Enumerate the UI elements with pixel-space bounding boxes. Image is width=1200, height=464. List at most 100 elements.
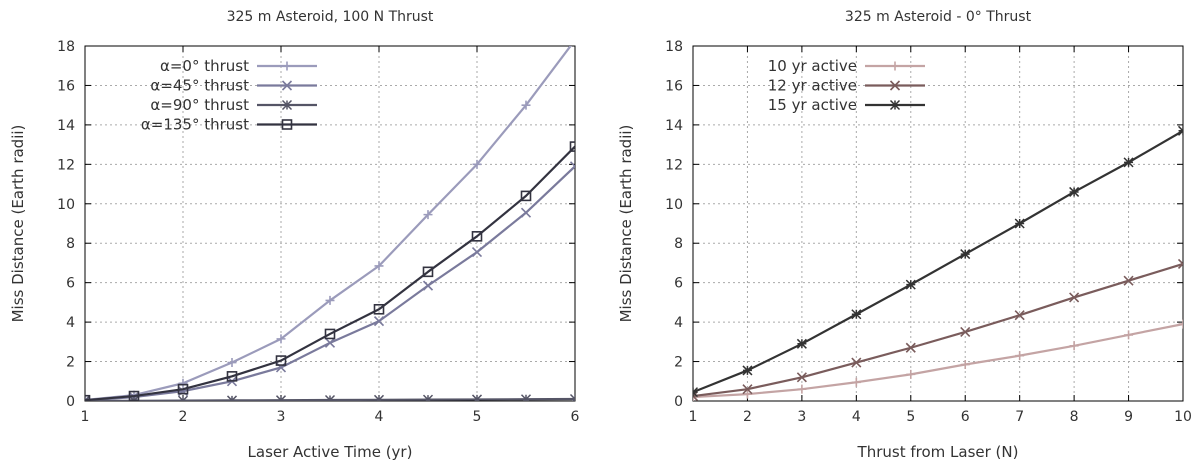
x-tick-label: 4 xyxy=(852,409,861,425)
x-tick-label: 2 xyxy=(743,409,752,425)
y-tick-label: 16 xyxy=(57,78,75,94)
data-point xyxy=(226,395,238,401)
data-point xyxy=(569,393,575,401)
data-point xyxy=(796,372,807,383)
data-point xyxy=(693,391,699,401)
x-tick-label: 8 xyxy=(1070,409,1079,425)
legend-label: α=90° thrust xyxy=(150,96,249,114)
y-axis-label: Miss Distance (Earth radii) xyxy=(9,125,27,323)
legend-marker xyxy=(889,99,901,111)
data-point xyxy=(324,394,336,401)
y-tick-label: 4 xyxy=(674,315,683,331)
y-tick-label: 12 xyxy=(57,157,75,173)
data-point xyxy=(960,360,970,370)
data-point xyxy=(1015,351,1025,361)
y-tick-label: 8 xyxy=(66,236,75,252)
legend-marker xyxy=(889,80,901,91)
y-tick-label: 6 xyxy=(674,276,683,292)
y-tick-label: 18 xyxy=(665,39,683,55)
data-point xyxy=(1069,186,1080,197)
data-point xyxy=(520,190,532,202)
x-axis-label: Thrust from Laser (N) xyxy=(857,443,1019,461)
data-point xyxy=(373,303,385,315)
data-point xyxy=(742,384,753,395)
data-point xyxy=(1177,258,1183,269)
data-point xyxy=(1124,330,1134,340)
x-tick-label: 9 xyxy=(1124,409,1133,425)
data-point xyxy=(226,371,238,382)
plot-area xyxy=(693,125,1183,401)
legend-marker xyxy=(282,61,292,71)
data-point xyxy=(1177,125,1183,136)
legend-label: α=135° thrust xyxy=(141,116,249,134)
data-point xyxy=(177,383,189,395)
y-tick-label: 14 xyxy=(57,118,75,134)
data-point xyxy=(960,249,971,260)
data-point xyxy=(471,247,483,258)
x-axis-label: Laser Active Time (yr) xyxy=(248,443,413,461)
y-tick-label: 2 xyxy=(66,355,75,371)
y-tick-label: 10 xyxy=(57,197,75,213)
data-point xyxy=(373,394,385,401)
data-point xyxy=(797,384,807,394)
data-point xyxy=(422,280,434,291)
y-tick-label: 6 xyxy=(66,276,75,292)
y-tick-label: 18 xyxy=(57,39,75,55)
data-point xyxy=(275,395,287,401)
data-point xyxy=(1178,319,1183,329)
data-point xyxy=(569,141,575,152)
x-tick-label: 6 xyxy=(571,409,580,425)
data-point xyxy=(851,377,861,387)
data-point xyxy=(374,261,384,271)
y-tick-label: 2 xyxy=(674,355,683,371)
y-tick-label: 12 xyxy=(665,157,683,173)
legend-label: 12 yr active xyxy=(768,77,857,95)
legend-label: α=0° thrust xyxy=(160,57,249,75)
legend-label: 15 yr active xyxy=(768,96,857,114)
data-point xyxy=(905,279,916,290)
x-tick-label: 3 xyxy=(277,409,286,425)
legend-label: α=45° thrust xyxy=(150,77,249,95)
data-point xyxy=(693,392,698,401)
data-point xyxy=(422,266,434,278)
x-tick-label: 1 xyxy=(689,409,698,425)
x-tick-label: 5 xyxy=(473,409,482,425)
data-point xyxy=(742,365,753,376)
legend-marker xyxy=(281,119,293,130)
y-tick-label: 16 xyxy=(665,78,683,94)
data-point xyxy=(422,394,434,401)
data-point xyxy=(1069,292,1080,303)
y-tick-label: 4 xyxy=(66,315,75,331)
data-point xyxy=(373,316,385,327)
data-point xyxy=(177,395,189,401)
data-point xyxy=(851,357,862,368)
legend-marker xyxy=(890,61,900,71)
data-point xyxy=(520,207,532,218)
x-tick-label: 5 xyxy=(906,409,915,425)
data-point xyxy=(324,328,336,340)
data-point xyxy=(423,210,433,220)
chart-title: 325 m Asteroid, 100 N Thrust xyxy=(227,9,434,25)
y-tick-label: 0 xyxy=(674,394,683,410)
data-point xyxy=(851,309,862,320)
data-point xyxy=(796,338,807,349)
series-line xyxy=(85,165,575,401)
data-point xyxy=(325,295,335,305)
data-point xyxy=(85,394,91,401)
plot-frame xyxy=(692,45,1184,402)
series-line xyxy=(693,323,1183,399)
data-point xyxy=(276,334,286,344)
data-point xyxy=(227,358,237,368)
y-tick-label: 10 xyxy=(665,197,683,213)
data-point xyxy=(1014,310,1025,321)
x-tick-label: 1 xyxy=(81,409,90,425)
data-point xyxy=(905,342,916,353)
legend-marker xyxy=(281,99,293,111)
chart-title: 325 m Asteroid - 0° Thrust xyxy=(845,9,1032,25)
series-line xyxy=(693,262,1183,398)
data-point xyxy=(521,100,531,110)
plot-area xyxy=(85,46,575,401)
